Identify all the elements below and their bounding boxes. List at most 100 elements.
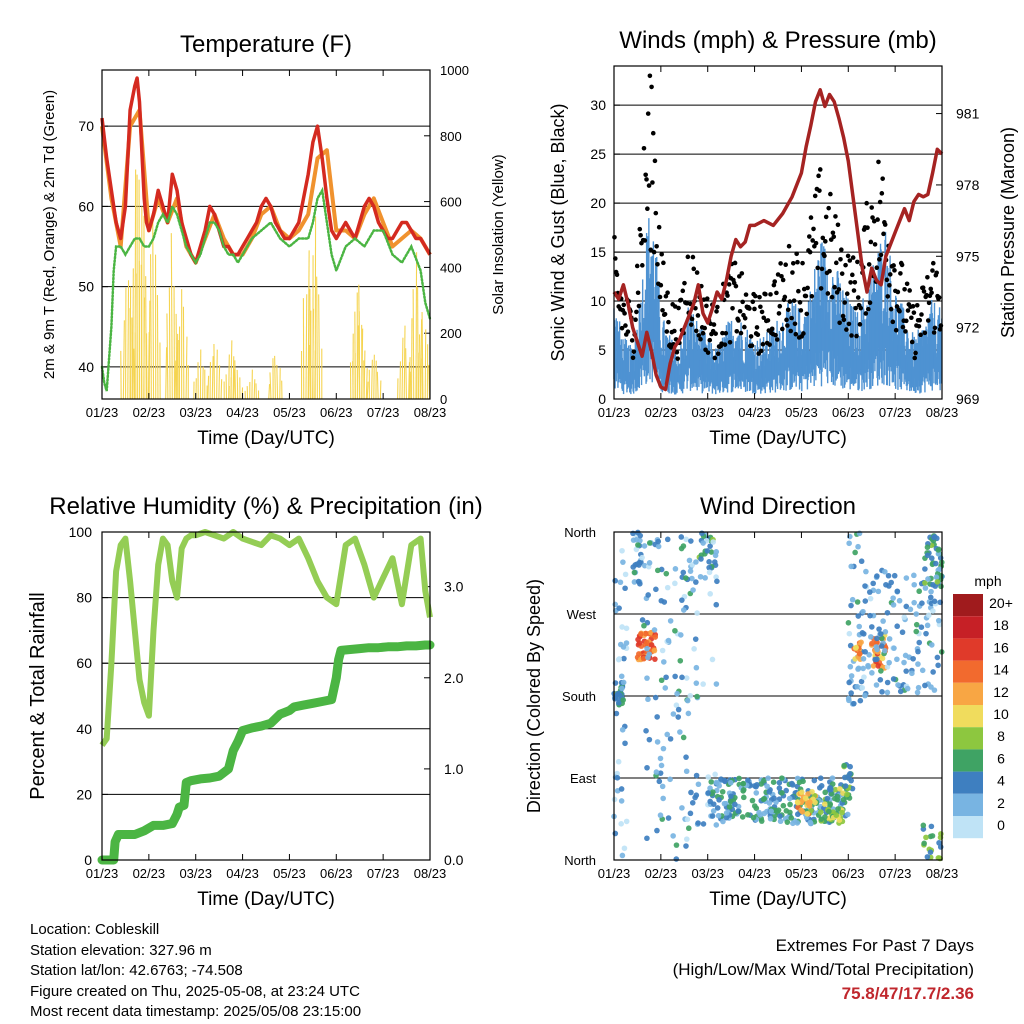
direction-point bbox=[683, 754, 689, 760]
series-2m-temp bbox=[100, 76, 432, 265]
gust-point bbox=[925, 274, 930, 280]
direction-point bbox=[934, 579, 941, 585]
direction-point bbox=[891, 645, 897, 651]
direction-point bbox=[646, 560, 653, 566]
y-tick-label: 20 bbox=[590, 195, 606, 211]
direction-point bbox=[616, 656, 622, 662]
direction-point bbox=[847, 771, 853, 777]
y2-tick-label: 2.0 bbox=[444, 670, 464, 686]
gust-point bbox=[918, 332, 923, 338]
gust-point bbox=[783, 262, 788, 268]
gust-point bbox=[739, 271, 745, 276]
x-tick-label: 07/23 bbox=[367, 405, 400, 420]
direction-point bbox=[684, 816, 691, 823]
gust-point bbox=[864, 200, 869, 206]
gust-point bbox=[849, 333, 854, 338]
direction-point bbox=[779, 790, 785, 796]
direction-point bbox=[614, 775, 621, 781]
direction-point bbox=[930, 669, 936, 675]
direction-point bbox=[664, 536, 671, 543]
direction-point bbox=[732, 801, 738, 808]
y2-tick-label: 0.0 bbox=[444, 852, 464, 868]
direction-point bbox=[876, 626, 882, 632]
direction-point bbox=[680, 607, 687, 613]
direction-point bbox=[621, 845, 628, 852]
direction-point bbox=[620, 697, 626, 703]
gust-point bbox=[665, 290, 670, 295]
direction-point bbox=[918, 624, 925, 630]
gust-point bbox=[819, 266, 825, 272]
y2-tick-label: 600 bbox=[440, 195, 462, 210]
gust-point bbox=[713, 331, 718, 336]
direction-point bbox=[786, 795, 793, 802]
gust-point bbox=[838, 256, 843, 262]
direction-point bbox=[722, 778, 728, 785]
direction-point bbox=[654, 739, 661, 745]
direction-point bbox=[683, 836, 690, 842]
direction-point bbox=[707, 591, 713, 597]
gust-point bbox=[846, 321, 852, 327]
gust-point bbox=[811, 226, 816, 232]
direction-point bbox=[635, 636, 641, 643]
gust-point bbox=[736, 318, 741, 323]
solar-bar bbox=[122, 320, 125, 399]
direction-point bbox=[633, 536, 640, 543]
direction-point bbox=[631, 579, 638, 585]
direction-point bbox=[620, 679, 627, 686]
direction-point bbox=[897, 688, 904, 695]
solar-bar bbox=[308, 344, 310, 399]
solar-bar bbox=[373, 354, 375, 399]
direction-point bbox=[856, 623, 863, 630]
gust-point bbox=[875, 217, 880, 222]
direction-point bbox=[740, 794, 747, 801]
direction-point bbox=[705, 774, 712, 780]
gust-point bbox=[872, 242, 878, 247]
gust-point bbox=[654, 243, 659, 249]
plot-frame bbox=[613, 531, 943, 861]
direction-point bbox=[904, 685, 911, 692]
direction-point bbox=[848, 563, 855, 570]
direction-point bbox=[807, 819, 814, 826]
direction-point bbox=[928, 642, 935, 648]
gust-point bbox=[870, 215, 875, 220]
gust-point bbox=[720, 330, 725, 336]
solar-bar bbox=[399, 361, 402, 399]
gust-point bbox=[832, 284, 837, 290]
gust-point bbox=[704, 303, 709, 309]
direction-point bbox=[928, 823, 935, 830]
gust-point bbox=[887, 282, 892, 288]
direction-point bbox=[855, 613, 862, 619]
gust-point bbox=[780, 277, 786, 283]
solar-bar bbox=[269, 372, 272, 399]
direction-point bbox=[641, 543, 648, 549]
gust-point bbox=[656, 224, 662, 230]
gust-point bbox=[763, 291, 768, 297]
gust-point bbox=[634, 263, 640, 269]
legend-label: 20+ bbox=[989, 595, 1013, 611]
direction-point bbox=[859, 630, 866, 636]
direction-point bbox=[909, 670, 915, 677]
gust-point bbox=[798, 308, 804, 313]
direction-point bbox=[856, 530, 863, 537]
direction-point bbox=[619, 624, 625, 630]
gust-point bbox=[661, 260, 666, 266]
direction-point bbox=[817, 775, 824, 781]
direction-point bbox=[929, 833, 936, 839]
gust-point bbox=[869, 205, 875, 210]
gust-point bbox=[774, 290, 779, 296]
direction-point bbox=[719, 788, 726, 795]
direction-point bbox=[780, 802, 787, 809]
gust-point bbox=[937, 327, 943, 332]
direction-point bbox=[617, 641, 624, 648]
direction-point bbox=[662, 685, 669, 691]
direction-point bbox=[680, 734, 687, 741]
x-tick-label: 03/23 bbox=[691, 866, 724, 881]
direction-point bbox=[642, 630, 649, 637]
legend-label: 12 bbox=[993, 684, 1009, 700]
direction-point bbox=[796, 779, 803, 786]
gust-point bbox=[629, 338, 635, 343]
gust-point bbox=[916, 323, 922, 329]
direction-point bbox=[639, 554, 645, 561]
direction-point bbox=[920, 822, 927, 829]
gust-point bbox=[928, 286, 934, 292]
